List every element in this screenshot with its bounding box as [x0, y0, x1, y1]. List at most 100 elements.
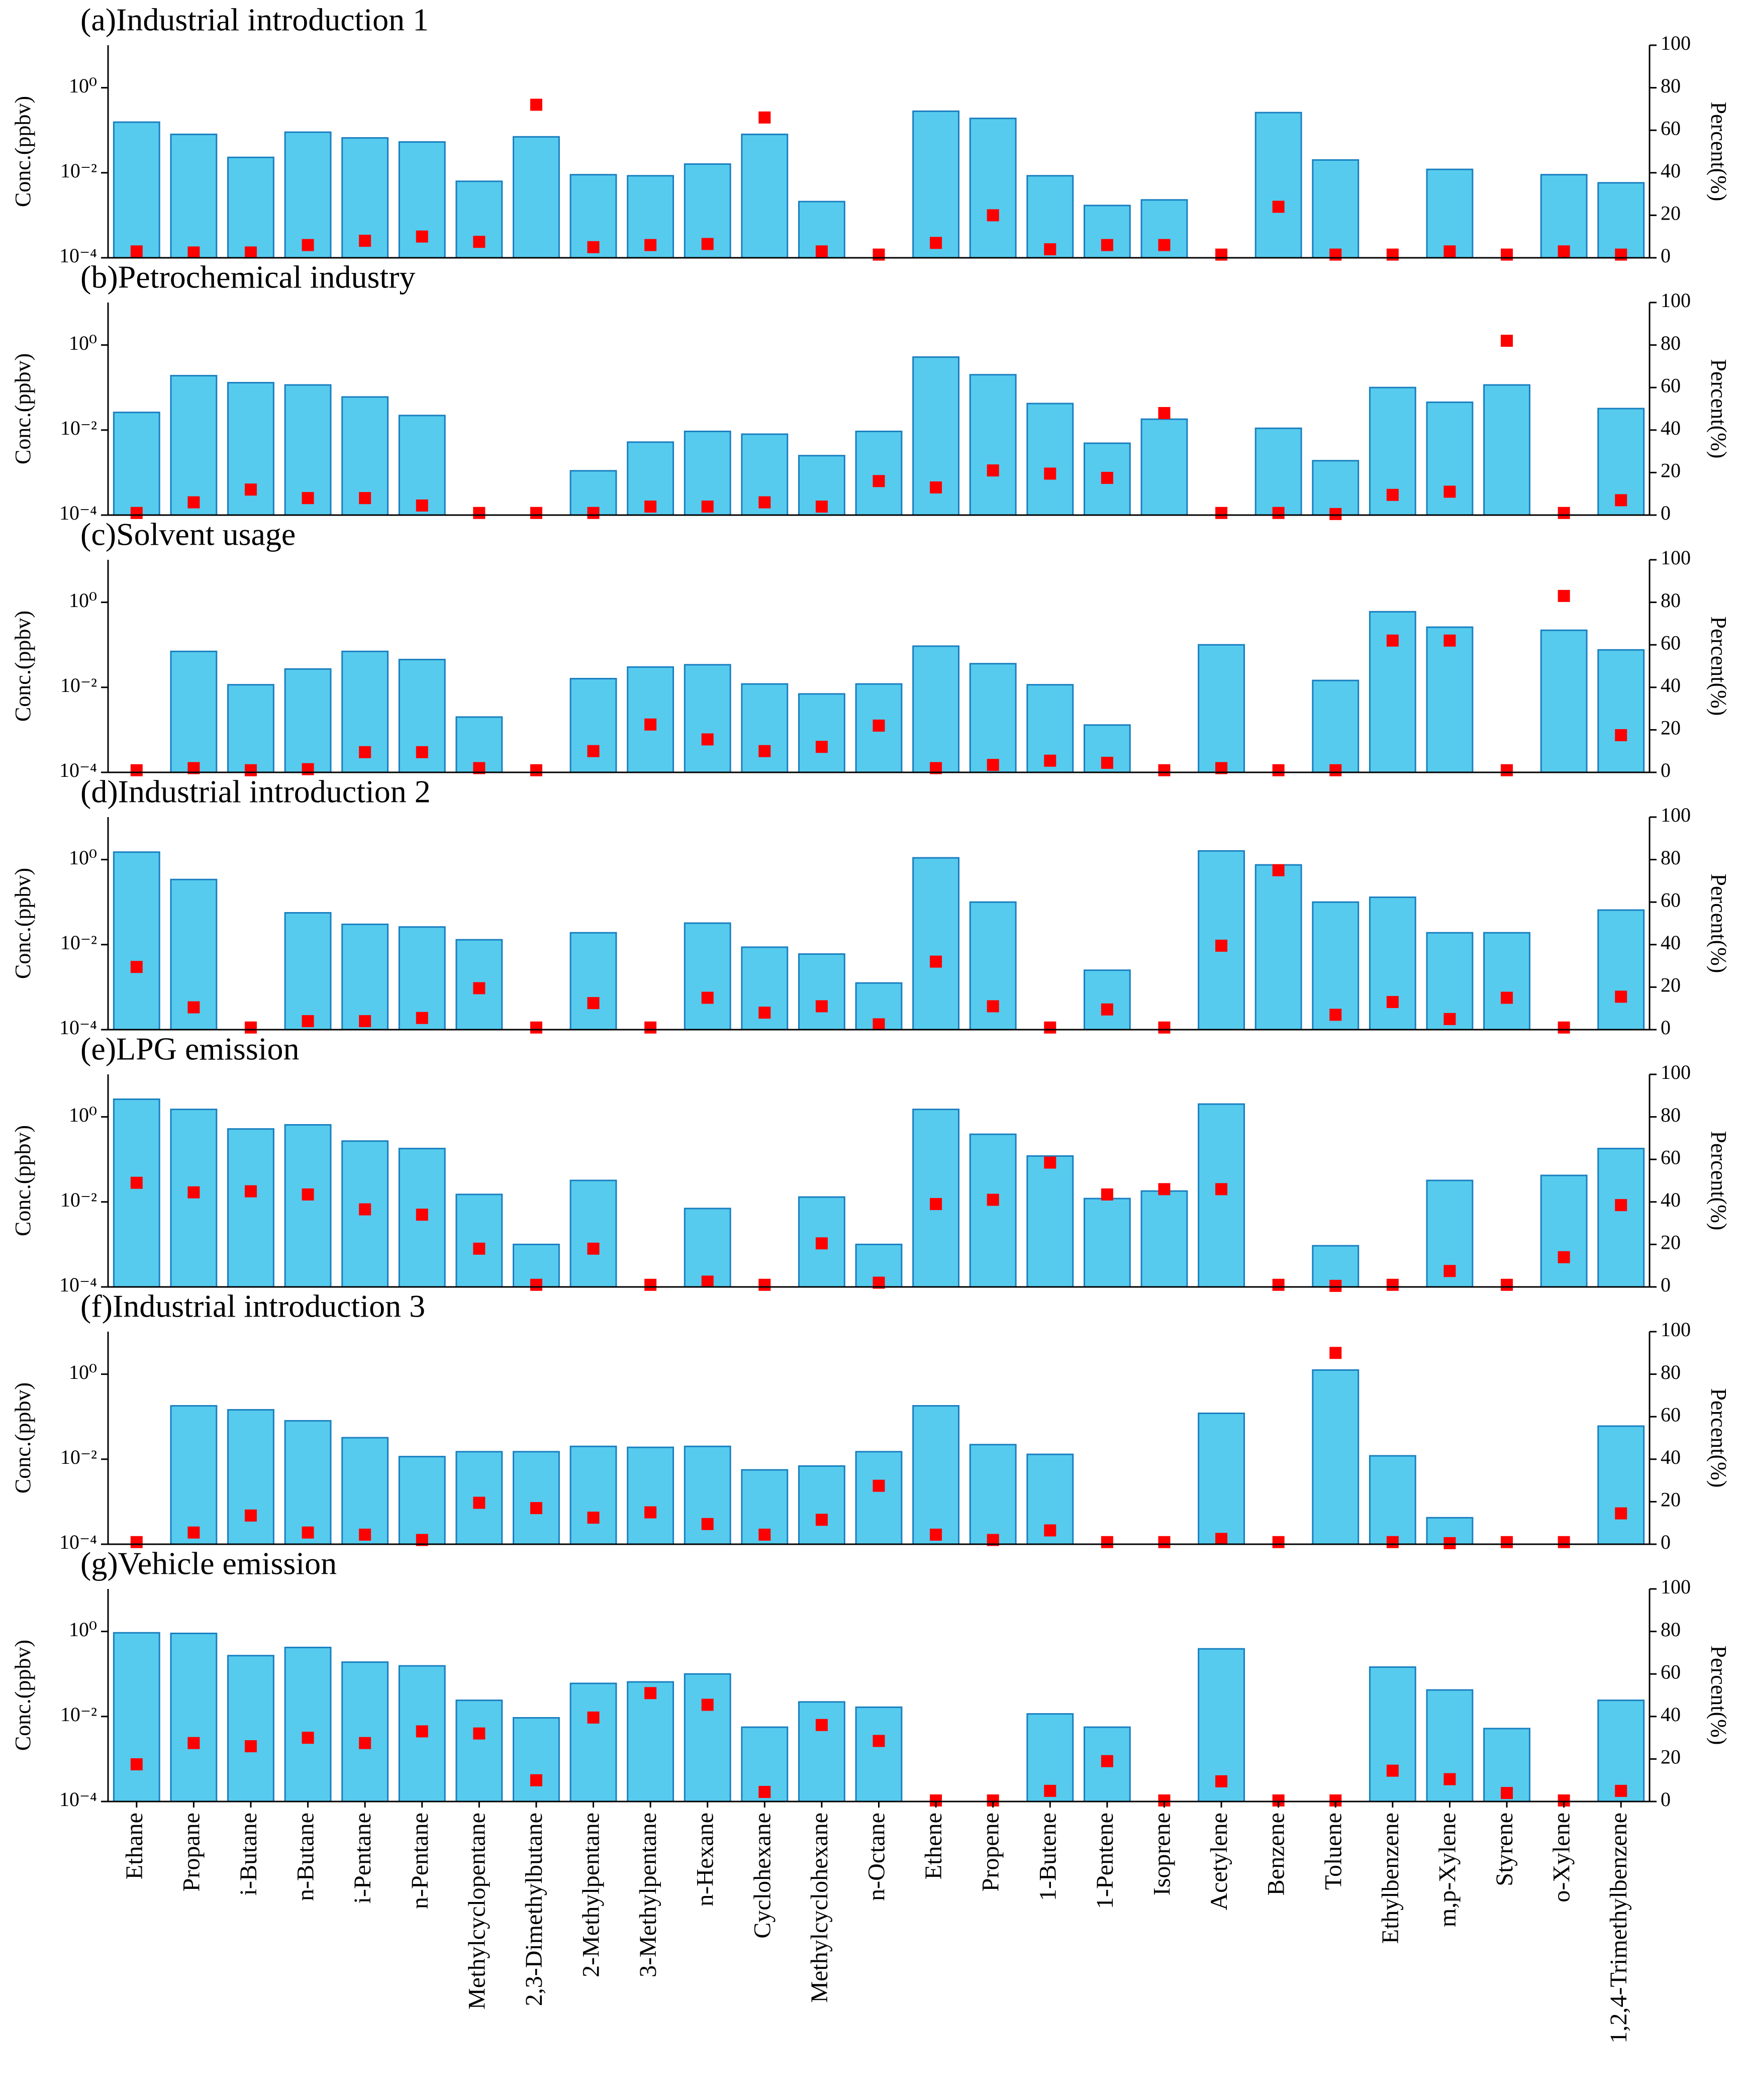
panel-title: (f)Industrial introduction 3	[80, 1288, 425, 1324]
x-tick-label: Methylcyclohexane	[806, 1813, 833, 2003]
marker	[359, 1528, 371, 1541]
y2-axis-label: Percent(%)	[1706, 1131, 1731, 1231]
marker	[359, 1015, 371, 1028]
y2-tick-label: 80	[1661, 1361, 1681, 1383]
marker	[644, 1506, 657, 1519]
marker	[244, 764, 257, 776]
y2-tick-label: 20	[1661, 1488, 1681, 1511]
marker	[359, 235, 371, 247]
marker	[930, 481, 942, 494]
y-tick-label: 10⁻⁴	[59, 1531, 97, 1553]
marker	[1329, 1009, 1342, 1021]
marker	[644, 1021, 657, 1034]
bar	[1483, 384, 1530, 516]
x-tick-label: Acetylene	[1206, 1813, 1232, 1911]
marker	[187, 246, 200, 259]
x-tick-label: Propane	[178, 1813, 205, 1891]
bar	[398, 415, 446, 516]
y2-tick-label: 100	[1661, 1575, 1691, 1598]
x-tick-label: Ethene	[920, 1813, 947, 1879]
marker	[873, 719, 885, 732]
marker	[530, 507, 542, 519]
x-tick-label: Toluene	[1320, 1813, 1346, 1890]
y2-tick-label: 0	[1661, 1788, 1671, 1811]
x-tick-label: Cyclohexane	[749, 1813, 776, 1939]
bar	[1254, 427, 1302, 516]
marker	[587, 1711, 600, 1724]
bar	[170, 1405, 218, 1545]
marker	[987, 209, 999, 222]
marker	[758, 1007, 771, 1019]
x-tick-label: i-Pentane	[349, 1813, 376, 1904]
marker	[530, 98, 542, 111]
marker	[473, 1727, 486, 1740]
marker	[1101, 756, 1113, 769]
bar	[1083, 969, 1131, 1031]
marker	[359, 492, 371, 505]
x-tick-label: o-Xylene	[1549, 1813, 1575, 1903]
y2-tick-label: 60	[1661, 1146, 1681, 1168]
bar	[1597, 909, 1645, 1031]
marker	[873, 1479, 885, 1492]
marker	[1215, 939, 1228, 952]
bar	[398, 1665, 446, 1803]
marker	[701, 238, 714, 250]
marker	[1158, 239, 1171, 251]
marker	[1329, 248, 1342, 261]
bar	[341, 1140, 389, 1288]
marker	[1615, 1784, 1627, 1797]
marker	[302, 1188, 314, 1201]
bar	[227, 1128, 274, 1288]
bar	[227, 1409, 274, 1545]
marker	[1443, 485, 1456, 498]
bar	[1597, 1425, 1645, 1545]
marker	[815, 1719, 828, 1731]
marker	[1215, 507, 1228, 519]
marker	[987, 1000, 999, 1013]
marker	[1329, 1279, 1342, 1292]
marker	[987, 464, 999, 477]
marker	[1443, 1013, 1456, 1025]
marker	[644, 718, 657, 731]
marker	[530, 1021, 542, 1034]
panel-title: (b)Petrochemical industry	[80, 259, 415, 295]
y2-axis-label: Percent(%)	[1706, 102, 1731, 202]
x-tick-label: n-Pentane	[407, 1813, 433, 1909]
bar	[969, 663, 1017, 773]
y-tick-label: 10⁻²	[60, 1188, 97, 1211]
bar	[113, 851, 160, 1031]
bar	[170, 1632, 218, 1803]
y2-tick-label: 80	[1661, 846, 1681, 869]
marker	[473, 236, 486, 248]
bar	[912, 110, 960, 259]
marker	[1386, 1536, 1399, 1548]
bar	[1369, 1455, 1416, 1545]
marker	[1272, 1278, 1285, 1291]
x-tick-label: i-Butane	[235, 1813, 262, 1895]
marker	[1215, 248, 1228, 261]
bar	[1026, 1155, 1074, 1288]
y2-tick-label: 0	[1661, 1016, 1671, 1039]
marker	[1272, 507, 1285, 519]
marker	[130, 1176, 143, 1189]
marker	[1501, 248, 1513, 261]
marker	[1501, 764, 1513, 776]
bar	[798, 1701, 845, 1803]
y2-tick-label: 20	[1661, 1746, 1681, 1768]
bar	[627, 1446, 674, 1545]
y2-tick-label: 100	[1661, 32, 1691, 54]
marker	[873, 475, 885, 487]
bar	[170, 375, 218, 516]
marker	[359, 1203, 371, 1216]
marker	[416, 1725, 428, 1738]
marker	[302, 1732, 314, 1744]
marker	[873, 1735, 885, 1747]
marker	[758, 496, 771, 509]
marker	[1443, 1537, 1456, 1549]
marker	[1615, 1507, 1627, 1520]
y2-tick-label: 80	[1661, 74, 1681, 97]
bar	[1369, 386, 1416, 516]
bar	[513, 136, 560, 259]
marker	[758, 1528, 771, 1541]
marker	[473, 982, 486, 994]
